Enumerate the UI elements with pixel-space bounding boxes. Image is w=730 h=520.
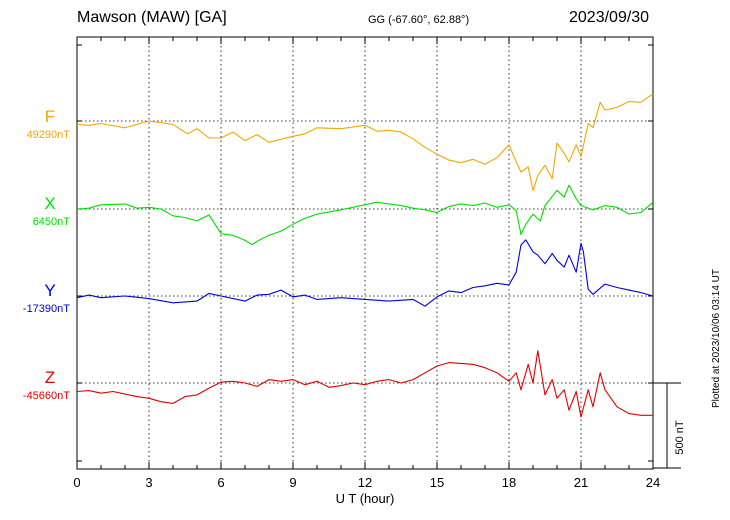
series-label-y: Y xyxy=(44,281,55,300)
x-tick-label: 15 xyxy=(430,475,444,490)
x-tick-label: 6 xyxy=(217,475,224,490)
scale-bar-label: 500 nT xyxy=(674,420,686,455)
chart-title: Mawson (MAW) [GA] xyxy=(77,9,227,26)
x-tick-label: 9 xyxy=(289,475,296,490)
baseline-value-z: -45660nT xyxy=(23,390,70,402)
chart-date: 2023/09/30 xyxy=(569,9,650,26)
x-tick-label: 3 xyxy=(145,475,152,490)
x-tick-label: 12 xyxy=(358,475,372,490)
geo-coordinates: GG (-67.60°, 62.88°) xyxy=(368,14,470,26)
x-tick-label: 21 xyxy=(574,475,588,490)
series-line-x xyxy=(76,184,654,246)
series-label-x: X xyxy=(44,194,55,213)
x-axis-label: U T (hour) xyxy=(336,491,395,506)
baseline-value-x: 6450nT xyxy=(33,216,71,228)
series-line-f xyxy=(76,93,654,192)
series-line-z xyxy=(76,350,653,418)
series-label-f: F xyxy=(45,107,55,126)
baseline-value-f: 49290nT xyxy=(27,129,71,141)
x-tick-label: 0 xyxy=(73,475,80,490)
x-tick-label: 24 xyxy=(646,475,660,490)
plotted-at-note: Plotted at 2023/10/06 03:14 UT xyxy=(711,269,722,408)
baseline-value-y: -17390nT xyxy=(23,303,70,315)
series-line-y xyxy=(76,239,654,307)
x-tick-label: 18 xyxy=(502,475,516,490)
series-label-z: Z xyxy=(45,368,55,387)
